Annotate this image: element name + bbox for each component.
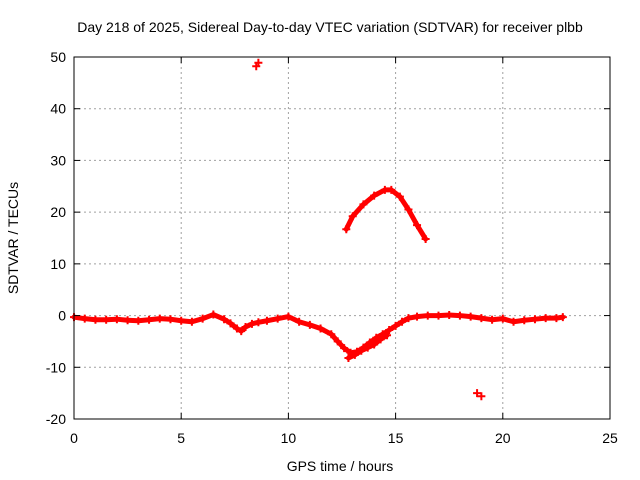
data-point [404,314,413,323]
y-tick-label: 50 [50,49,66,65]
data-point [395,192,404,201]
data-point [376,335,385,344]
data-point [305,320,314,329]
data-point [477,392,486,401]
data-point [530,315,539,324]
data-point [466,312,475,321]
grid-lines [74,57,610,419]
data-points [70,58,567,401]
data-point [112,315,121,324]
data-point [558,313,567,322]
data-point [385,326,394,335]
data-point [413,312,422,321]
data-point [342,225,351,234]
y-tick-label: 10 [50,256,66,272]
data-point [423,311,432,320]
data-point [455,311,464,320]
axis-ticks: 0 5 10 15 20 25 -20 -10 0 10 20 30 40 50 [46,49,618,446]
data-point [134,316,143,325]
data-point [254,318,263,327]
data-point [166,315,175,324]
x-tick-label: 15 [388,430,404,446]
y-tick-label: -20 [46,411,66,427]
data-point [370,340,379,349]
data-point [316,324,325,333]
x-axis-label: GPS time / hours [287,458,394,474]
data-point [232,324,241,333]
data-point [344,353,353,362]
data-point [477,314,486,323]
data-point [247,319,256,328]
data-point [91,315,100,324]
data-point [421,235,430,244]
data-point [145,315,154,324]
y-tick-label: 40 [50,101,66,117]
data-point [177,316,186,325]
y-tick-label: 20 [50,204,66,220]
data-point [413,221,422,230]
data-point [488,315,497,324]
data-point [102,315,111,324]
data-point [509,317,518,326]
data-point [404,205,413,214]
data-point [237,327,246,336]
plot-frame [73,56,611,420]
data-point [434,311,443,320]
data-point [155,314,164,323]
data-point [254,58,263,67]
chart-title: Day 218 of 2025, Sidereal Day-to-day VTE… [77,19,583,35]
data-point [387,185,396,194]
data-point [357,346,366,355]
data-point [520,316,529,325]
series-lower-branch [344,331,392,362]
y-axis-label: SDTVAR / TECUs [5,182,21,294]
y-tick-label: 0 [58,308,66,324]
x-tick-label: 5 [177,430,185,446]
data-point [198,314,207,323]
data-point [226,319,235,328]
data-point [187,317,196,326]
data-point [445,311,454,320]
data-point [391,321,400,330]
data-point [209,310,218,319]
data-point [473,389,482,398]
series-outliers [252,58,486,401]
data-point [295,317,304,326]
series-arc [342,185,430,244]
data-point [327,330,336,339]
data-point [80,314,89,323]
data-point [333,337,342,346]
data-point [359,200,368,209]
data-point [340,344,349,353]
x-tick-label: 0 [70,430,78,446]
data-point [350,350,359,359]
data-point [220,315,229,324]
data-point [498,314,507,323]
data-point [383,331,392,340]
data-point [398,317,407,326]
x-tick-label: 10 [281,430,297,446]
data-point [284,312,293,321]
data-point [123,316,132,325]
y-tick-label: 30 [50,152,66,168]
x-tick-label: 20 [495,430,511,446]
data-point [363,343,372,352]
y-tick-label: -10 [46,359,66,375]
data-point [541,314,550,323]
data-point [241,322,250,331]
data-point [348,212,357,221]
x-tick-label: 25 [602,430,618,446]
series-baseline [70,310,567,357]
data-point [273,314,282,323]
data-point [370,191,379,200]
data-point [262,316,271,325]
data-point [552,314,561,323]
